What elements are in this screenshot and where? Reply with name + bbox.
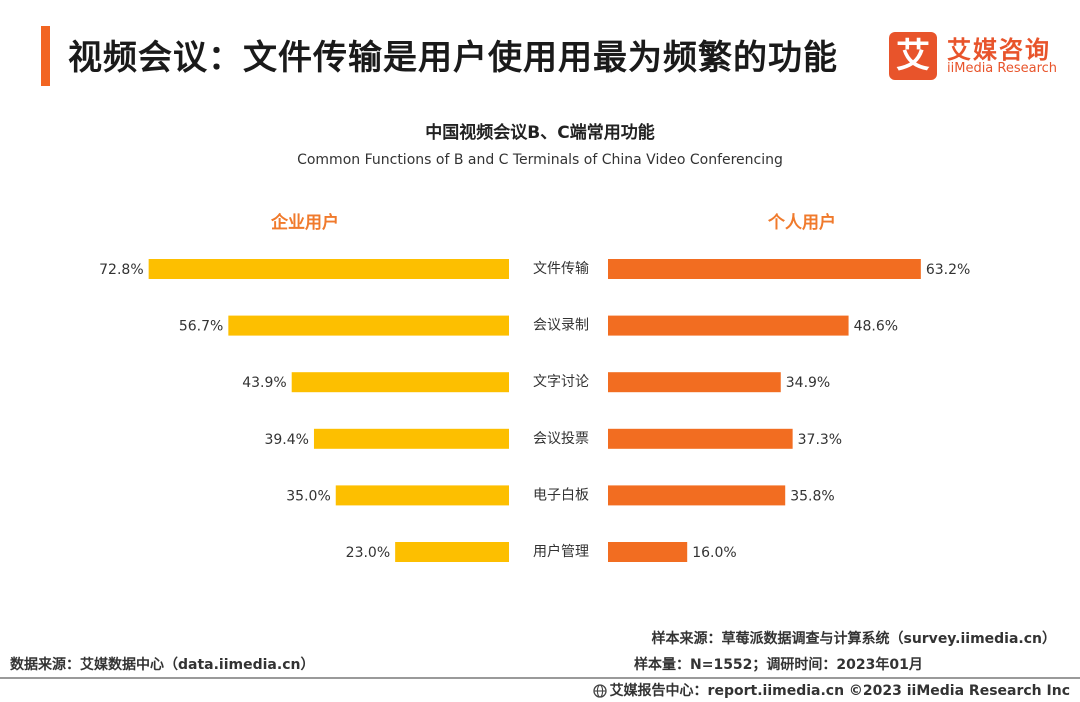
value-label-enterprise: 72.8% xyxy=(99,262,143,278)
logo-text-cn: 艾媒咨询 xyxy=(947,36,1051,64)
bar-personal xyxy=(608,372,781,393)
bar-enterprise xyxy=(228,315,509,336)
value-label-personal: 34.9% xyxy=(786,375,830,391)
bar-personal xyxy=(608,315,849,336)
category-label: 文件传输 xyxy=(533,261,589,277)
value-label-personal: 48.6% xyxy=(854,319,898,335)
category-label: 电子白板 xyxy=(533,487,589,503)
category-label: 会议录制 xyxy=(533,318,589,334)
value-label-enterprise: 35.0% xyxy=(286,488,330,504)
series-label-enterprise: 企业用户 xyxy=(270,212,339,233)
category-label: 用户管理 xyxy=(533,543,589,560)
bar-personal xyxy=(608,428,793,449)
footer-copyright: 艾媒报告中心：report.iimedia.cn ©2023 iiMedia R… xyxy=(592,680,1070,700)
value-label-enterprise: 39.4% xyxy=(264,432,308,448)
title-accent-bar xyxy=(41,26,50,86)
bar-personal xyxy=(608,542,688,562)
bar-enterprise xyxy=(313,428,509,449)
logo-mark-icon: 艾 xyxy=(889,32,937,80)
chart-title: 中国视频会议B、C端常用功能 xyxy=(425,123,655,143)
value-label-personal: 16.0% xyxy=(692,545,736,561)
value-label-enterprise: 56.7% xyxy=(179,319,223,335)
bar-personal xyxy=(608,259,921,279)
bar-enterprise xyxy=(148,259,509,279)
value-label-personal: 37.3% xyxy=(798,432,842,448)
category-label: 会议投票 xyxy=(533,431,589,447)
category-label: 文字讨论 xyxy=(533,374,589,390)
bar-personal xyxy=(608,485,786,506)
page-title: 视频会议：文件传输是用户使用用最为频繁的功能 xyxy=(68,38,838,78)
butterfly-bar-chart: 企业用户 个人用户 72.8% 文件传输 63.2% 56.7% 会议录制 48.6% 43.9… xyxy=(99,212,970,562)
footer-copyright-text: 艾媒报告中心：report.iimedia.cn ©2023 iiMedia R… xyxy=(609,683,1070,699)
bar-enterprise xyxy=(395,542,509,562)
value-label-personal: 35.8% xyxy=(790,488,834,504)
value-label-enterprise: 23.0% xyxy=(346,545,390,561)
series-label-personal: 个人用户 xyxy=(767,212,836,233)
sample-info: 样本量：N=1552；调研时间：2023年01月 xyxy=(634,657,923,673)
value-label-enterprise: 43.9% xyxy=(242,375,286,391)
footer-divider xyxy=(0,677,1080,679)
chart-subtitle: Common Functions of B and C Terminals of… xyxy=(297,152,783,168)
bar-enterprise xyxy=(335,485,509,506)
bar-enterprise xyxy=(291,372,509,393)
value-label-personal: 63.2% xyxy=(926,262,970,278)
logo-text-en: iiMedia Research xyxy=(947,61,1058,76)
data-source: 数据来源：艾媒数据中心（data.iimedia.cn） xyxy=(10,657,315,673)
brand-logo: 艾 艾媒咨询 iiMedia Research xyxy=(889,30,1069,82)
globe-icon xyxy=(592,684,607,698)
sample-source: 样本来源：草莓派数据调查与计算系统（survey.iimedia.cn） xyxy=(651,631,1056,647)
